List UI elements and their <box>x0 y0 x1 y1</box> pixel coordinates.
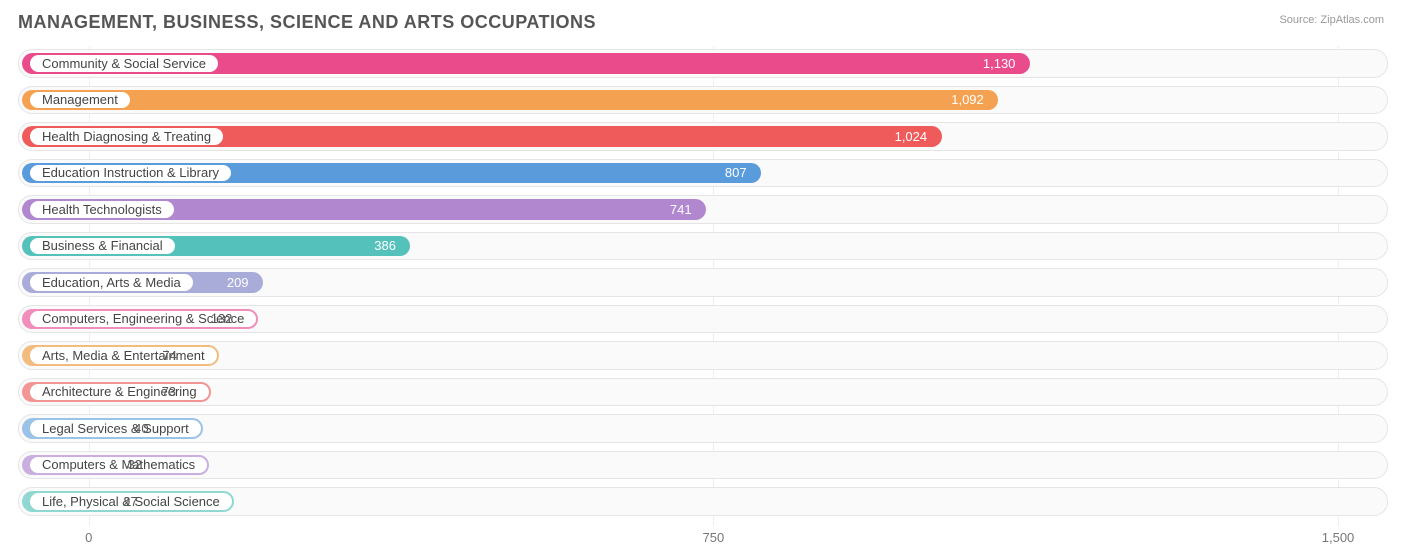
chart-source: Source: ZipAtlas.com <box>1279 14 1384 26</box>
bar-value: 1,130 <box>983 56 1016 71</box>
bar-value: 132 <box>211 311 233 326</box>
x-axis: 0 750 1,500 <box>18 530 1388 550</box>
bar-value: 32 <box>127 457 141 472</box>
category-label: Business & Financial <box>42 238 163 253</box>
bar-value: 386 <box>374 238 396 253</box>
bar-value-label: 1,130 <box>983 46 1016 81</box>
bar-value: 209 <box>227 275 249 290</box>
bar-row: Architecture & Engineering73 <box>18 375 1388 410</box>
bar-value-label: 209 <box>227 265 249 300</box>
bar-row: Health Technologists 741 <box>18 192 1388 227</box>
bar-value-label: 73 <box>162 375 176 410</box>
bar-track <box>18 451 1388 480</box>
bar-value-label: 74 <box>162 338 176 373</box>
bar-value: 27 <box>123 494 137 509</box>
category-label-pill: Arts, Media & Entertainment <box>28 345 219 366</box>
bar-value: 1,092 <box>951 92 984 107</box>
category-label: Arts, Media & Entertainment <box>42 348 205 363</box>
category-label: Health Diagnosing & Treating <box>42 129 211 144</box>
bar-value-label: 1,092 <box>951 83 984 118</box>
bar-row: Life, Physical & Social Science27 <box>18 484 1388 519</box>
category-label-pill: Health Technologists <box>28 199 176 220</box>
category-label: Health Technologists <box>42 202 162 217</box>
bar-row: Education Instruction & Library 807 <box>18 156 1388 191</box>
bar-row: Business & Financial 386 <box>18 229 1388 264</box>
bar-value-label: 807 <box>725 156 747 191</box>
category-label-pill: Business & Financial <box>28 236 177 257</box>
chart-title: MANAGEMENT, BUSINESS, SCIENCE AND ARTS O… <box>18 12 1388 33</box>
bar-value-label: 27 <box>123 484 137 519</box>
category-label-pill: Architecture & Engineering <box>28 382 211 403</box>
x-axis-tick-label: 1,500 <box>1322 530 1355 545</box>
category-label-pill: Management <box>28 90 132 111</box>
bar-value-label: 1,024 <box>895 119 928 154</box>
category-label-pill: Health Diagnosing & Treating <box>28 126 225 147</box>
x-axis-tick: 0 <box>85 530 92 545</box>
bar-value: 741 <box>670 202 692 217</box>
bar-track <box>18 341 1388 370</box>
bar-track <box>18 378 1388 407</box>
chart-container: MANAGEMENT, BUSINESS, SCIENCE AND ARTS O… <box>0 0 1406 558</box>
bar-row: Arts, Media & Entertainment74 <box>18 338 1388 373</box>
bar-value: 73 <box>162 384 176 399</box>
category-label-pill: Legal Services & Support <box>28 418 203 439</box>
category-label: Legal Services & Support <box>42 421 189 436</box>
bar-value-label: 32 <box>127 448 141 483</box>
x-axis-tick-label: 0 <box>85 530 92 545</box>
bar-row: Community & Social Service 1,130 <box>18 46 1388 81</box>
category-label: Education, Arts & Media <box>42 275 181 290</box>
bar-row: Education, Arts & Media 209 <box>18 265 1388 300</box>
bar-value-label: 386 <box>374 229 396 264</box>
bar-row: Health Diagnosing & Treating 1,024 <box>18 119 1388 154</box>
bar-value: 40 <box>134 421 148 436</box>
bar <box>22 90 998 111</box>
category-label-pill: Education Instruction & Library <box>28 163 233 184</box>
x-axis-tick-label: 750 <box>703 530 725 545</box>
category-label: Management <box>42 92 118 107</box>
category-label-pill: Education, Arts & Media <box>28 272 195 293</box>
chart-plot-area: Community & Social Service 1,130 Managemen… <box>18 46 1388 526</box>
bar-track <box>18 414 1388 443</box>
category-label: Education Instruction & Library <box>42 165 219 180</box>
bar-value-label: 132 <box>211 302 233 337</box>
category-label: Computers & Mathematics <box>42 457 195 472</box>
bar-value: 807 <box>725 165 747 180</box>
bar-row: Computers & Mathematics32 <box>18 448 1388 483</box>
category-label-pill: Computers & Mathematics <box>28 455 209 476</box>
bar-value-label: 741 <box>670 192 692 227</box>
x-axis-tick: 1,500 <box>1322 530 1355 545</box>
x-axis-tick: 750 <box>703 530 725 545</box>
bar-row: Management 1,092 <box>18 83 1388 118</box>
bar-value: 74 <box>162 348 176 363</box>
category-label: Community & Social Service <box>42 56 206 71</box>
bar-value-label: 40 <box>134 411 148 446</box>
category-label-pill: Community & Social Service <box>28 53 220 74</box>
bar-row: Legal Services & Support40 <box>18 411 1388 446</box>
bar-row: Computers, Engineering & Science132 <box>18 302 1388 337</box>
bar-value: 1,024 <box>895 129 928 144</box>
